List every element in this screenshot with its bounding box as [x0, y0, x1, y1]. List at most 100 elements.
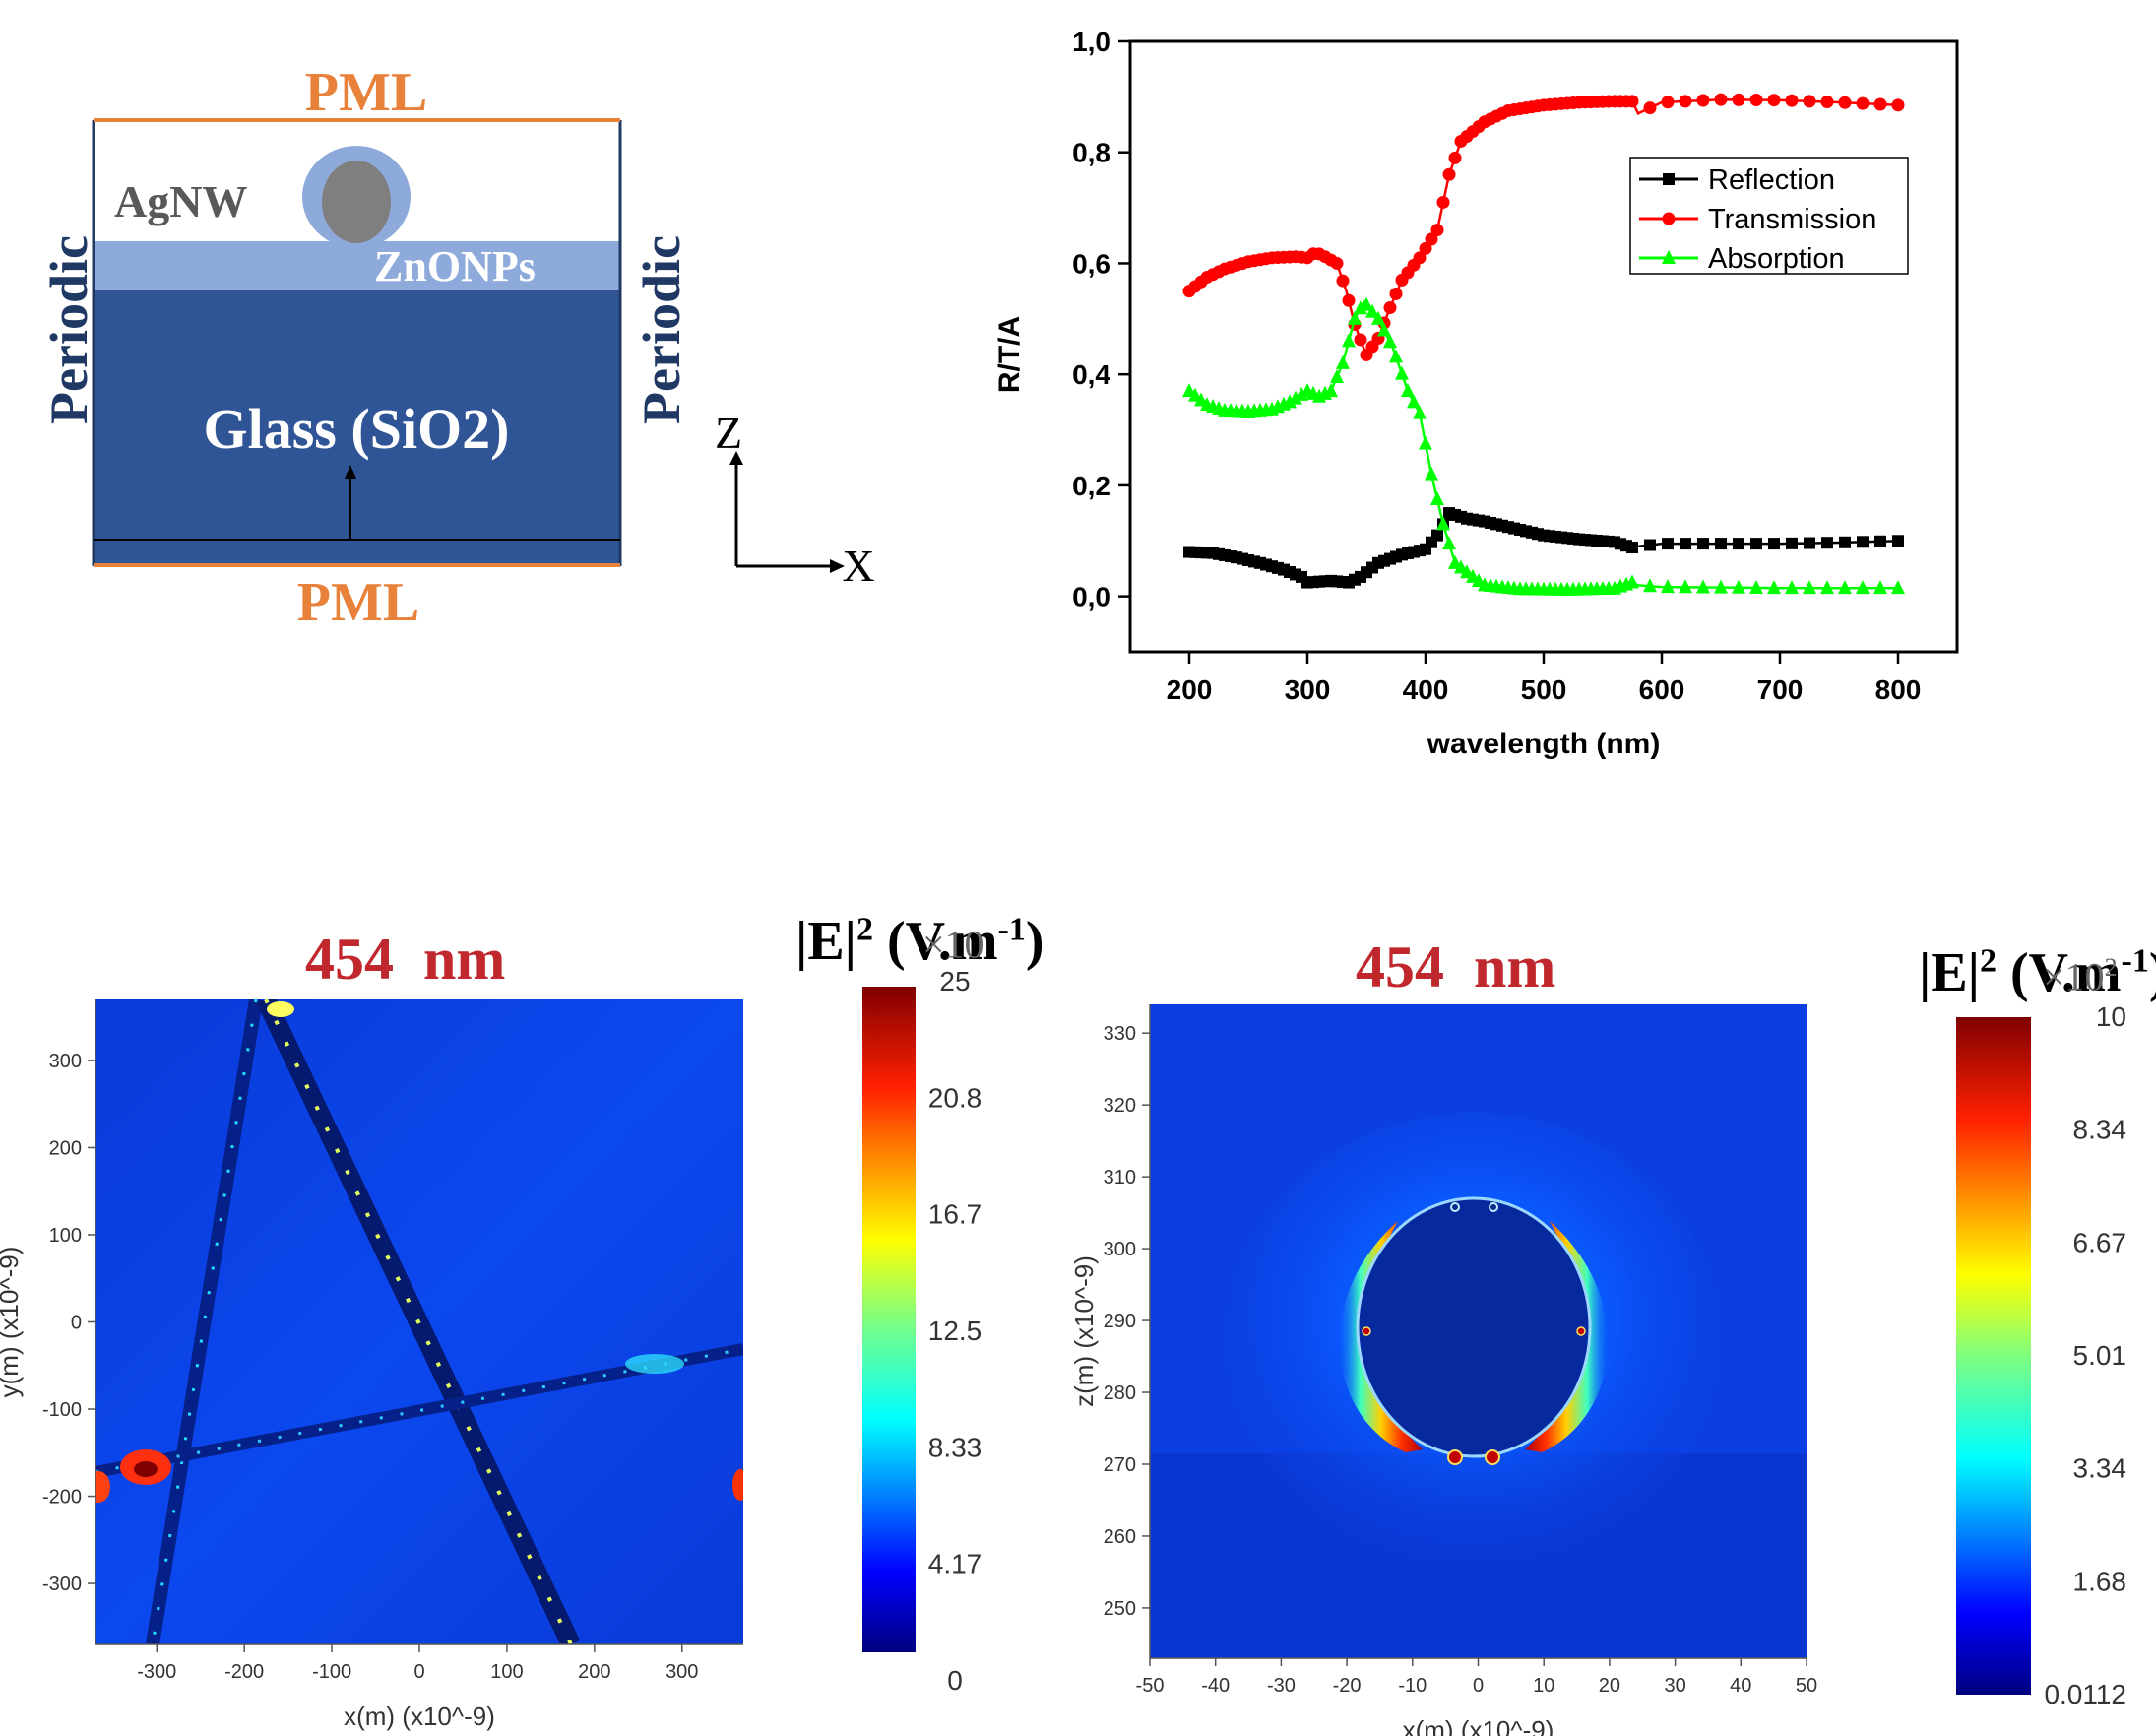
rta-point-absorption	[1785, 580, 1799, 595]
rta-point-absorption	[1330, 369, 1344, 383]
rta-point-absorption	[1401, 383, 1415, 398]
heatmap-y-tick-label: 310	[1104, 1167, 1136, 1189]
colorbar-tick-label: 25	[939, 966, 970, 997]
rta-point-transmission	[1696, 94, 1710, 107]
rta-point-absorption	[1436, 516, 1450, 531]
rta-point-absorption	[1295, 386, 1308, 401]
heatmap-y-tick-label: 300	[1104, 1239, 1136, 1260]
rta-point-transmission	[1342, 293, 1356, 307]
rta-x-tick-label: 300	[1285, 675, 1331, 705]
hotspot-left-crescent	[1339, 1221, 1423, 1452]
colorbar-tick-label: 8.34	[2073, 1115, 2127, 1145]
rta-point-absorption	[1873, 580, 1887, 595]
rta-point-transmission	[1873, 97, 1887, 111]
rta-point-transmission	[1749, 94, 1763, 107]
rta-point-transmission	[1389, 287, 1403, 300]
heatmap-x-tick-label: 10	[1533, 1675, 1554, 1697]
rta-point-reflection	[1857, 536, 1869, 548]
colorbar-tick-label: 16.7	[928, 1199, 983, 1230]
schematic-agnw-core	[322, 161, 391, 243]
rta-point-absorption	[1395, 365, 1409, 380]
heatmap-x-tick-label: 50	[1796, 1675, 1817, 1697]
heatmap-x-tick-label: -100	[312, 1661, 351, 1683]
heatmap-xy-svg: -300 -200 -100 0 100 200 300 300 200 100 0 -100 -200…	[0, 966, 983, 1731]
heatmap-x-tick-label: 0	[413, 1661, 424, 1683]
rta-point-reflection	[1697, 538, 1709, 550]
colorbar-tick-label: 6.67	[2073, 1227, 2127, 1257]
rta-point-absorption	[1407, 394, 1421, 409]
hotspot-side-left	[1362, 1326, 1371, 1336]
heatmap-y-axis-label: y(m) (x10^-9)	[0, 1247, 24, 1398]
rta-y-tick-label: 0,6	[1072, 248, 1110, 279]
rta-point-reflection	[1663, 173, 1675, 185]
rta-point-reflection	[1892, 535, 1904, 547]
rta-point-absorption	[1661, 579, 1675, 594]
rta-point-absorption	[1767, 580, 1781, 595]
heatmap-x-tick-label: -300	[137, 1661, 176, 1683]
rta-point-transmission	[1643, 101, 1657, 115]
rta-point-reflection	[1644, 539, 1656, 551]
rta-y-tick-label: 0,0	[1072, 582, 1110, 612]
rta-point-absorption	[1283, 394, 1297, 409]
rta-point-transmission	[1419, 241, 1432, 255]
rta-point-absorption	[1371, 310, 1385, 325]
rta-point-transmission	[1856, 96, 1870, 110]
rta-legend-label-absorption: Absorption	[1708, 243, 1845, 275]
rta-point-reflection	[1768, 538, 1780, 550]
heatmap-x-tick-label: -30	[1267, 1675, 1296, 1697]
schematic-glass-substrate	[94, 290, 620, 566]
rta-y-tick-label: 1,0	[1072, 27, 1110, 57]
rta-point-absorption	[1696, 579, 1710, 594]
heatmap-y-tick-label: -300	[42, 1574, 82, 1595]
heatmap-y-tick-label: 300	[49, 1051, 82, 1072]
hotspot-top-right	[1489, 1202, 1498, 1212]
simulation-schematic: PML PML AgNW ZnONPs Glass (SiO2) Periodi…	[39, 62, 875, 633]
rta-x-tick-label: 200	[1167, 675, 1213, 705]
rta-point-transmission	[1425, 232, 1438, 246]
heatmap-xz-colorbar-title: |E|2 (V.m-1)	[1919, 942, 2156, 1003]
heatmap-y-tick-label: 320	[1104, 1095, 1136, 1117]
rta-point-absorption	[1856, 580, 1870, 595]
rta-x-tick-label: 400	[1403, 675, 1449, 705]
hotspot-right-glow	[625, 1354, 684, 1374]
rta-point-absorption	[1803, 580, 1816, 595]
rta-point-absorption	[1662, 250, 1676, 264]
rta-point-reflection	[1786, 537, 1798, 549]
rta-line-chart: 200 300 400 500 600 700 8000,00,20,40,60,81,0 …	[993, 27, 1959, 760]
rta-point-reflection	[1733, 538, 1744, 550]
rta-y-tick-label: 0,2	[1072, 471, 1110, 501]
rta-point-reflection	[1804, 537, 1815, 549]
hotspot-right-edge	[732, 1469, 743, 1501]
rta-point-transmission	[1662, 212, 1676, 225]
heatmap-xz-features	[1150, 1113, 1807, 1658]
rta-point-transmission	[1732, 93, 1745, 106]
hotspot-bottom-right	[1485, 1449, 1500, 1465]
heatmap-y-tick-label: 250	[1104, 1598, 1136, 1620]
heatmap-xy-features	[95, 999, 743, 1644]
heatmap-xz-colorbar-gradient	[1956, 1017, 2031, 1695]
rta-x-tick-label: 800	[1875, 675, 1922, 705]
rta-point-absorption	[1342, 333, 1356, 348]
rta-point-transmission	[1336, 274, 1350, 288]
hotspot-side-right	[1576, 1326, 1586, 1336]
heatmap-x-tick-label: -50	[1136, 1675, 1165, 1697]
heatmap-y-tick-label: 200	[49, 1137, 82, 1159]
heatmap-x-tick-label: -40	[1201, 1675, 1230, 1697]
rta-markers-absorption	[1182, 296, 1905, 596]
rta-point-absorption	[1360, 296, 1373, 311]
heatmap-xz-svg: -50 -40 -30 -20 -10 0 10 20 30 40 50 330 320 310 300 29…	[1069, 1001, 2127, 1736]
rta-point-absorption	[1430, 491, 1444, 505]
rta-point-transmission	[1442, 167, 1456, 181]
rta-markers-transmission	[1182, 93, 1905, 361]
rta-point-absorption	[1820, 580, 1834, 595]
axis-z-arrowhead	[729, 451, 743, 465]
glass-label: Glass (SiO2)	[204, 397, 510, 461]
rta-y-tick-label: 0,8	[1072, 138, 1110, 168]
rta-point-absorption	[1377, 322, 1391, 337]
heatmap-x-tick-label: -10	[1398, 1675, 1427, 1697]
heatmap-y-tick-label: -100	[42, 1399, 82, 1421]
rta-point-absorption	[1442, 536, 1456, 550]
rta-point-transmission	[1625, 95, 1639, 108]
rta-point-transmission	[1767, 94, 1781, 107]
heatmap-x-tick-label: -20	[1333, 1675, 1362, 1697]
